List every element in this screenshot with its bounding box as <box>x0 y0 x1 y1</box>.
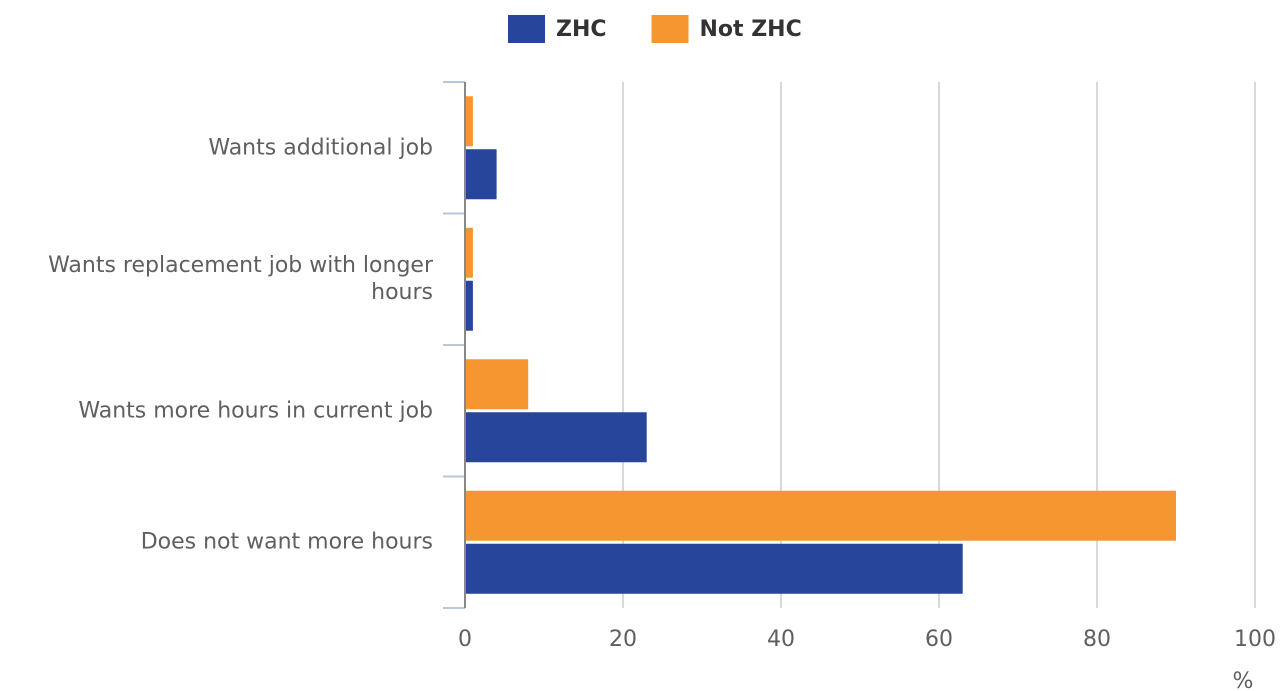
bar <box>465 543 963 594</box>
x-tick-label: 40 <box>767 627 795 652</box>
legend-swatch <box>651 15 689 43</box>
y-tick-label: Wants replacement job with longer hours <box>48 253 433 306</box>
y-tick-label: Wants additional job <box>208 135 433 161</box>
bar <box>465 96 473 147</box>
bar <box>465 359 529 410</box>
x-tick-label: 80 <box>1083 627 1111 652</box>
y-tick-label: Wants more hours in current job <box>78 398 433 424</box>
legend-swatch <box>508 15 545 43</box>
bar <box>465 227 473 278</box>
x-tick-label: 20 <box>609 627 637 652</box>
y-tick-label: Does not want more hours <box>140 529 433 555</box>
legend-label: ZHC <box>556 17 607 42</box>
x-axis-label: % <box>1233 669 1254 691</box>
bar <box>465 490 1176 541</box>
bar <box>465 149 497 200</box>
x-tick-label: 0 <box>458 627 472 652</box>
x-tick-label: 60 <box>925 627 953 652</box>
bar <box>465 412 647 463</box>
x-tick-label: 100 <box>1234 627 1276 652</box>
bar <box>465 280 473 331</box>
legend-label: Not ZHC <box>700 17 802 42</box>
